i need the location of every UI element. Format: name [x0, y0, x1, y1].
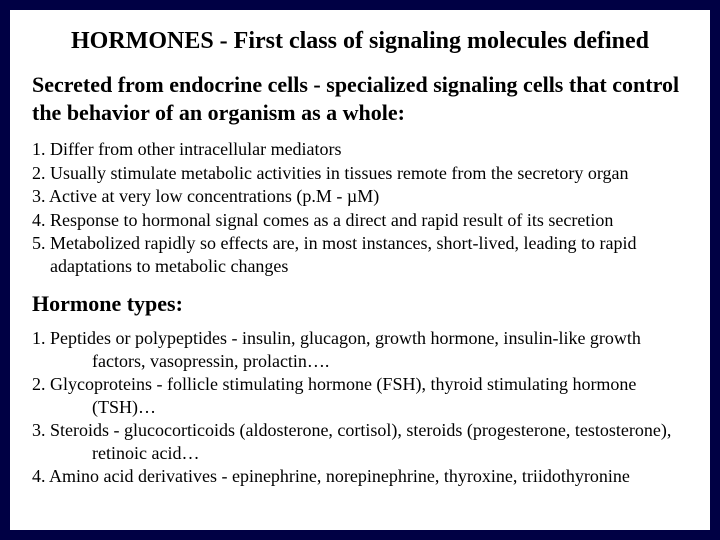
list-item: 2. Glycoproteins - follicle stimulating …: [32, 373, 688, 418]
types-list: 1. Peptides or polypeptides - insulin, g…: [32, 327, 688, 488]
slide-subtitle: Secreted from endocrine cells - speciali…: [32, 71, 688, 126]
slide-title: HORMONES - First class of signaling mole…: [32, 28, 688, 55]
properties-list: 1. Differ from other intracellular media…: [32, 138, 688, 277]
list-item: 5. Metabolized rapidly so effects are, i…: [32, 232, 688, 277]
list-item: 4. Response to hormonal signal comes as …: [32, 209, 688, 232]
list-item: 4. Amino acid derivatives - epinephrine,…: [32, 465, 688, 488]
list-item: 3. Active at very low concentrations (p.…: [32, 185, 688, 208]
list-item: 2. Usually stimulate metabolic activitie…: [32, 162, 688, 185]
list-item: 1. Peptides or polypeptides - insulin, g…: [32, 327, 688, 372]
list-item: 1. Differ from other intracellular media…: [32, 138, 688, 161]
list-item: 3. Steroids - glucocorticoids (aldostero…: [32, 419, 688, 464]
types-heading: Hormone types:: [32, 291, 688, 317]
slide: HORMONES - First class of signaling mole…: [10, 10, 710, 530]
